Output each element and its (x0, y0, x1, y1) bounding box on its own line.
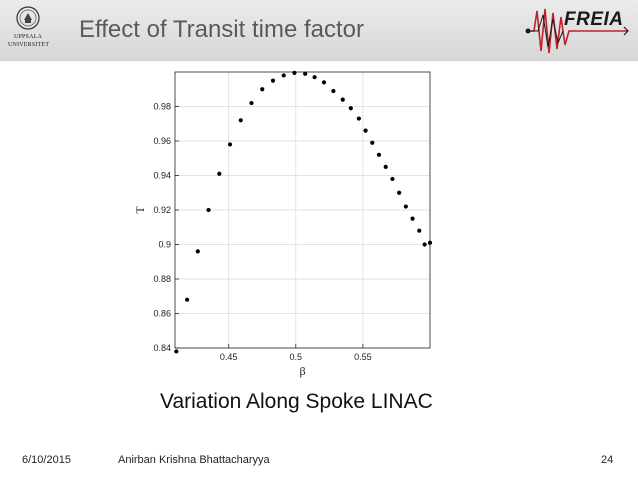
data-point (363, 128, 368, 133)
x-tick-label: 0.5 (290, 352, 303, 362)
data-point (383, 164, 388, 169)
data-point (376, 152, 382, 157)
y-axis-label: T (133, 206, 147, 214)
y-tick-label: 0.96 (153, 136, 171, 146)
page-number: 24 (601, 454, 614, 466)
footer-author: Anirban Krishna Bhattacharyya (118, 454, 270, 466)
data-point (356, 116, 361, 121)
y-tick-label: 0.98 (153, 102, 171, 112)
y-tick-label: 0.92 (153, 205, 171, 215)
data-point (260, 87, 265, 92)
slide-header: UPPSALA UNIVERSITET Effect of Transit ti… (0, 0, 638, 61)
data-point (281, 73, 286, 78)
y-tick-label: 0.84 (153, 343, 171, 353)
data-point (174, 349, 179, 354)
data-point (312, 75, 317, 80)
freia-wave-icon (525, 8, 629, 54)
data-point (217, 171, 222, 176)
data-point (270, 78, 276, 83)
data-point (206, 207, 211, 213)
tick-layer: 0.84 0.86 0.88 0.9 0.92 0.94 0.96 0.98 0.45 0.5 0.… (153, 102, 371, 363)
university-name: UPPSALA UNIVERSITET (8, 33, 50, 49)
data-point (303, 71, 308, 76)
data-point (227, 142, 233, 147)
freia-wordmark: FREIA (564, 9, 624, 30)
data-point (390, 176, 395, 182)
university-name-line-2: UNIVERSITET (8, 42, 50, 48)
data-point (410, 216, 415, 221)
data-point (340, 97, 345, 102)
university-seal-icon (16, 6, 40, 30)
data-point (397, 190, 402, 195)
data-point (417, 228, 422, 233)
data-point (238, 118, 243, 123)
data-point (195, 249, 200, 254)
data-points (174, 70, 433, 354)
data-point (403, 204, 408, 209)
data-point (348, 106, 353, 111)
y-tick-label: 0.86 (153, 309, 171, 319)
data-point (427, 240, 433, 245)
y-tick-label: 0.9 (158, 240, 171, 250)
data-point (249, 100, 254, 106)
uppsala-university-logo: UPPSALA UNIVERSITET (8, 6, 50, 58)
y-tick-label: 0.94 (153, 171, 171, 181)
data-point (321, 80, 327, 85)
data-point (422, 242, 427, 247)
freia-logo: FREIA (524, 3, 630, 59)
grid-layer (175, 72, 430, 349)
data-point (331, 88, 336, 94)
data-point (292, 70, 297, 75)
chart-caption: Variation Along Spoke LINAC (160, 390, 433, 413)
x-axis-label: β (299, 364, 305, 378)
footer-date: 6/10/2015 (22, 454, 71, 466)
slide-title: Effect of Transit time factor (79, 16, 364, 43)
transit-time-factor-chart: 0.84 0.86 0.88 0.9 0.92 0.94 0.96 0.98 0.45 0.5 0.… (133, 70, 433, 378)
data-point (370, 140, 375, 145)
data-point (184, 297, 190, 302)
x-tick-label: 0.45 (220, 352, 238, 362)
x-tick-label: 0.55 (354, 352, 372, 362)
y-tick-label: 0.88 (153, 274, 171, 284)
university-name-line-1: UPPSALA (13, 34, 43, 40)
